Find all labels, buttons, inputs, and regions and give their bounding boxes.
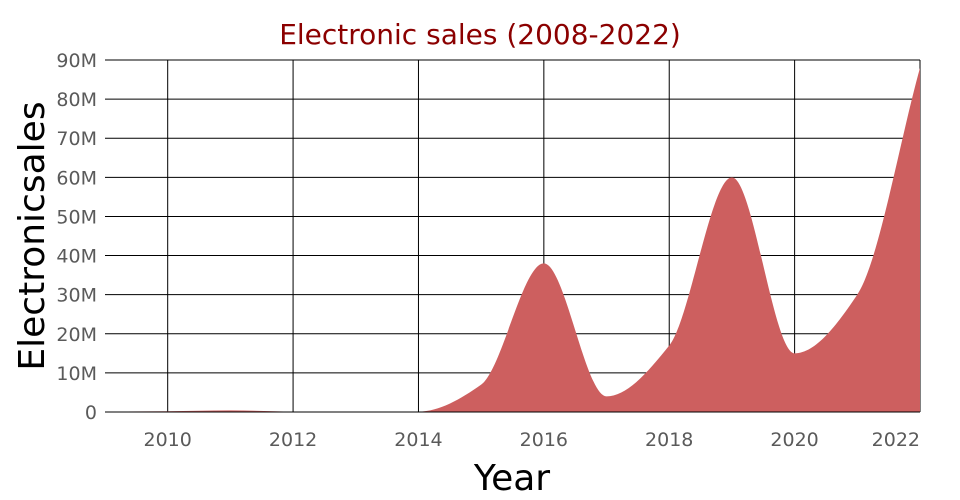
x-tick-label: 2012 (269, 429, 317, 451)
x-tick-label: 2014 (394, 429, 442, 451)
y-axis-title: Electronicsales (12, 101, 53, 370)
x-axis-title: Year (473, 458, 550, 499)
x-tick-label: 2018 (645, 429, 693, 451)
y-tick-label: 30M (56, 285, 97, 307)
x-tick-label: 2020 (770, 429, 818, 451)
chart-title: Electronic sales (2008-2022) (279, 18, 681, 51)
y-tick-label: 60M (56, 167, 97, 189)
y-axis-ticks: 0 10M 20M 30M 40M 50M 60M 70M 80M 90M (56, 50, 97, 424)
area-series (105, 67, 920, 413)
y-tick-label: 90M (56, 50, 97, 72)
y-tick-label: 70M (56, 128, 97, 150)
x-tick-label: 2016 (520, 429, 568, 451)
y-tick-label: 20M (56, 324, 97, 346)
y-tick-label: 50M (56, 206, 97, 228)
x-tick-label: 2010 (144, 429, 192, 451)
y-tick-label: 0 (85, 402, 97, 424)
x-axis-ticks: 2010 2012 2014 2016 2018 2020 2022 (144, 429, 920, 451)
y-tick-label: 10M (56, 363, 97, 385)
y-tick-label: 40M (56, 246, 97, 268)
x-tick-label: 2022 (872, 429, 920, 451)
y-tick-label: 80M (56, 89, 97, 111)
